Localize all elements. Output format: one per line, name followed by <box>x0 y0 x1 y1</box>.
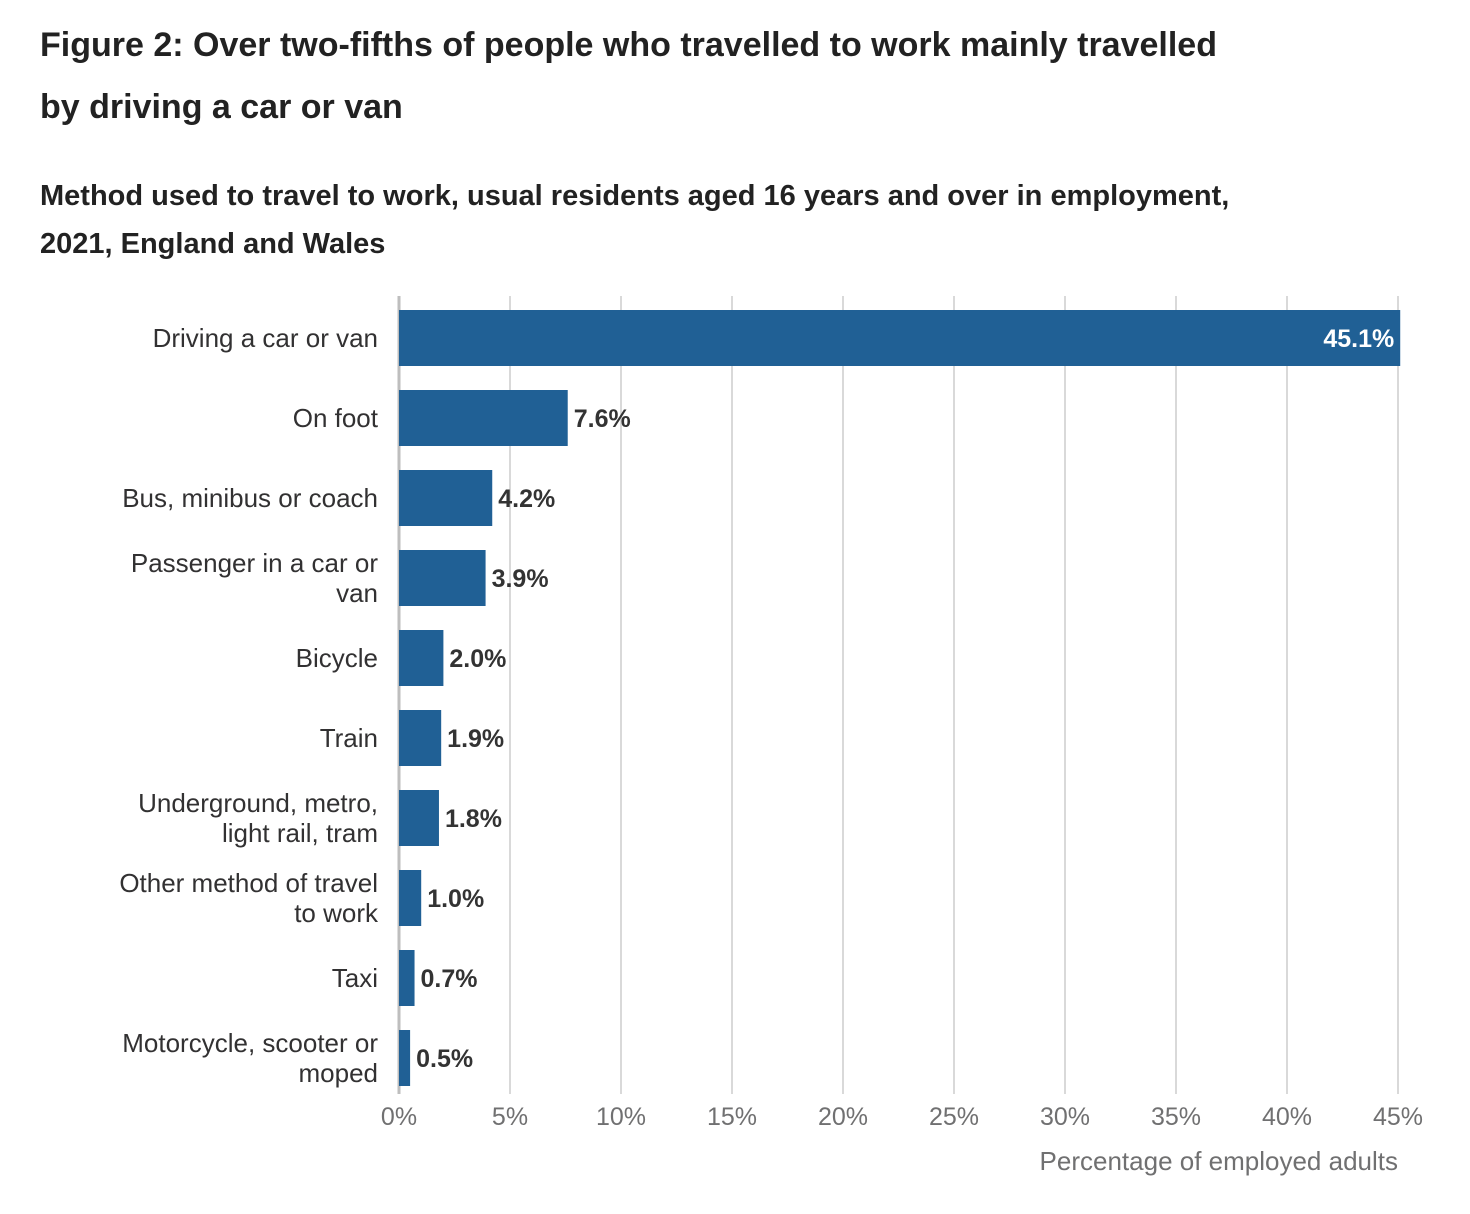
category-label: Bus, minibus or coach <box>122 483 378 513</box>
x-tick-label: 45% <box>1373 1103 1423 1131</box>
x-tick-label: 40% <box>1262 1103 1312 1131</box>
data-label: 1.9% <box>447 725 504 753</box>
category-labels: Driving a car or van On foot Bus, minibus … <box>119 323 379 1088</box>
x-tick-label: 15% <box>707 1103 757 1131</box>
x-tick-label: 10% <box>596 1103 646 1131</box>
figure-title: Figure 2: Over two-fifths of people who … <box>40 26 1217 126</box>
x-tick-label: 25% <box>929 1103 979 1131</box>
bar <box>399 470 493 526</box>
data-label: 4.2% <box>498 485 555 513</box>
x-tick-label: 35% <box>1151 1103 1201 1131</box>
category-label: Underground, metro, light rail, tram <box>138 788 378 848</box>
x-axis-title: Percentage of employed adults <box>1040 1146 1398 1176</box>
category-label: Motorcycle, scooter or moped <box>122 1028 378 1088</box>
data-label: 0.5% <box>416 1045 473 1073</box>
bar <box>399 870 422 926</box>
category-label: Passenger in a car or van <box>131 548 378 608</box>
bar <box>399 790 439 846</box>
value-labels: 45.1% 7.6% 4.2% 3.9% 2.0% 1.9% 1.8% 1.0% 0.7% 0.5… <box>416 325 1394 1073</box>
bar <box>399 950 415 1006</box>
category-label: Driving a car or van <box>153 323 378 353</box>
bar <box>399 550 486 606</box>
x-tick-label: 20% <box>818 1103 868 1131</box>
bar <box>399 710 442 766</box>
x-tick-label: 5% <box>492 1103 528 1131</box>
data-label: 2.0% <box>449 645 506 673</box>
data-label: 45.1% <box>1323 325 1394 353</box>
data-label: 3.9% <box>492 565 549 593</box>
x-tick-label: 0% <box>381 1103 417 1131</box>
bar <box>399 390 568 446</box>
x-tick-label: 30% <box>1040 1103 1090 1131</box>
category-label: On foot <box>293 403 379 433</box>
category-label: Taxi <box>332 963 378 993</box>
x-axis-ticks: 0% 5% 10% 15% 20% 25% 30% 35% 40% 45% <box>381 1103 1423 1131</box>
category-label: Bicycle <box>296 643 378 673</box>
data-label: 1.8% <box>445 805 502 833</box>
data-label: 0.7% <box>421 965 478 993</box>
bars <box>399 310 1401 1086</box>
chart-title: Method used to travel to work, usual res… <box>40 180 1230 260</box>
data-label: 7.6% <box>574 405 631 433</box>
category-label: Train <box>320 723 378 753</box>
category-label: Other method of travel to work <box>119 868 379 928</box>
bar <box>399 1030 411 1086</box>
bar <box>399 630 444 686</box>
data-label: 1.0% <box>427 885 484 913</box>
bar <box>399 310 1401 366</box>
